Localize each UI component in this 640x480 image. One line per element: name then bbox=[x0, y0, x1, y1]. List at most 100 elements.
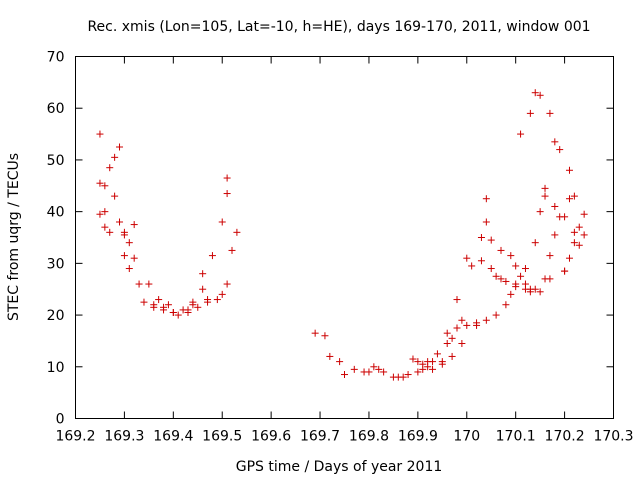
data-point bbox=[321, 332, 329, 340]
y-tick-label: 30 bbox=[47, 256, 65, 272]
x-tick-label: 169.7 bbox=[300, 429, 340, 445]
data-point bbox=[453, 324, 461, 332]
data-point bbox=[380, 368, 388, 376]
data-point bbox=[111, 192, 119, 200]
data-point bbox=[463, 254, 471, 262]
data-point bbox=[101, 223, 109, 231]
data-point bbox=[130, 254, 138, 262]
data-point bbox=[502, 301, 510, 309]
data-point bbox=[575, 223, 583, 231]
data-point bbox=[106, 228, 114, 236]
x-tick-label: 169.8 bbox=[349, 429, 389, 445]
x-tick-label: 170.1 bbox=[496, 429, 536, 445]
data-point bbox=[365, 368, 373, 376]
data-point bbox=[438, 360, 446, 368]
data-point bbox=[546, 109, 554, 117]
data-point bbox=[541, 184, 549, 192]
data-point bbox=[507, 290, 515, 298]
data-point bbox=[463, 321, 471, 329]
data-point bbox=[492, 311, 500, 319]
data-point bbox=[155, 296, 163, 304]
data-point bbox=[507, 252, 515, 260]
data-point bbox=[341, 371, 348, 379]
data-point bbox=[223, 174, 231, 182]
data-point bbox=[536, 288, 544, 296]
x-tick-label: 169.2 bbox=[55, 429, 95, 445]
y-tick-label: 70 bbox=[47, 50, 65, 66]
data-point bbox=[561, 213, 569, 221]
y-tick-label: 10 bbox=[47, 360, 65, 376]
data-point bbox=[120, 231, 128, 239]
data-point bbox=[492, 272, 500, 280]
data-point bbox=[458, 340, 466, 348]
data-point bbox=[517, 130, 525, 138]
data-point bbox=[433, 350, 441, 358]
x-axis-label: GPS time / Days of year 2011 bbox=[236, 459, 443, 475]
data-point bbox=[565, 195, 573, 203]
data-point bbox=[497, 246, 505, 254]
plot-frame bbox=[75, 56, 614, 419]
data-point bbox=[233, 228, 241, 236]
data-point bbox=[570, 228, 578, 236]
data-point bbox=[336, 358, 344, 366]
data-point bbox=[536, 91, 544, 99]
y-tick-label: 60 bbox=[47, 101, 65, 117]
x-tick-label: 169.6 bbox=[251, 429, 291, 445]
data-point bbox=[311, 329, 319, 337]
data-point bbox=[429, 358, 437, 366]
data-point bbox=[350, 365, 358, 373]
data-point bbox=[223, 280, 231, 288]
x-axis: 169.2 169.3 169.4 169.5 169.6 169.7 169.8 169.9… bbox=[55, 56, 634, 445]
data-point bbox=[184, 306, 192, 314]
data-point bbox=[448, 334, 456, 342]
x-tick-label: 170.3 bbox=[593, 429, 633, 445]
data-point bbox=[497, 275, 505, 283]
data-point bbox=[213, 296, 221, 304]
data-point bbox=[116, 218, 124, 226]
data-points bbox=[96, 89, 588, 381]
data-point bbox=[541, 275, 549, 283]
data-point bbox=[125, 265, 133, 273]
data-point bbox=[96, 130, 104, 138]
data-point bbox=[443, 340, 451, 348]
x-tick-label: 170.2 bbox=[545, 429, 585, 445]
data-point bbox=[218, 218, 226, 226]
data-point bbox=[169, 308, 177, 316]
data-point bbox=[101, 208, 109, 216]
x-tick-label: 169.3 bbox=[104, 429, 144, 445]
data-point bbox=[531, 89, 539, 97]
chart-title: Rec. xmis (Lon=105, Lat=-10, h=HE), days… bbox=[87, 19, 590, 35]
data-point bbox=[106, 164, 114, 172]
data-point bbox=[521, 265, 529, 273]
data-point bbox=[164, 301, 172, 309]
data-point bbox=[531, 239, 539, 247]
data-point bbox=[150, 301, 158, 309]
data-point bbox=[414, 368, 422, 376]
data-point bbox=[448, 352, 456, 360]
data-point bbox=[477, 234, 485, 241]
data-point bbox=[551, 138, 559, 146]
data-point bbox=[414, 358, 422, 366]
data-point bbox=[502, 277, 510, 285]
data-point bbox=[487, 236, 495, 244]
x-tick-label: 169.4 bbox=[153, 429, 193, 445]
data-point bbox=[541, 192, 549, 200]
data-point bbox=[482, 316, 490, 324]
data-point bbox=[570, 239, 578, 247]
data-point bbox=[443, 329, 451, 337]
data-point bbox=[482, 195, 490, 203]
data-point bbox=[199, 270, 207, 278]
data-point bbox=[140, 298, 148, 306]
data-point bbox=[208, 252, 216, 260]
data-point bbox=[487, 265, 495, 273]
data-point bbox=[512, 262, 520, 270]
data-point bbox=[512, 283, 520, 291]
data-point bbox=[120, 252, 128, 260]
data-point bbox=[477, 257, 485, 265]
data-point bbox=[101, 182, 109, 190]
y-axis: 0 10 20 30 40 50 60 70 bbox=[47, 50, 614, 428]
data-point bbox=[375, 365, 383, 373]
y-axis-label: STEC from uqrg / TECUs bbox=[6, 153, 22, 321]
data-point bbox=[135, 280, 143, 288]
